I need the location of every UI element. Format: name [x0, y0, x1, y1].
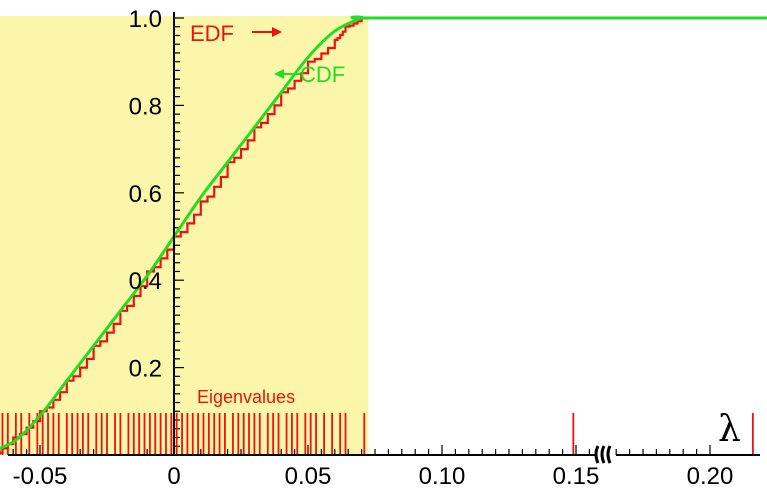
y-tick-label: 1.0	[129, 6, 162, 33]
cdf-label: CDF	[300, 62, 345, 87]
eigenvalues-label: Eigenvalues	[197, 387, 295, 407]
cdf-line	[0, 15, 767, 450]
cdf-annotation: CDF	[274, 62, 345, 87]
edf-annotation: EDF	[190, 21, 282, 46]
cdf-series	[0, 15, 767, 450]
y-tick-label: 0.6	[129, 181, 162, 208]
edf-arrowhead	[272, 27, 282, 37]
eigenvalue-rug	[1, 413, 754, 455]
y-tick-label: 0.2	[129, 356, 162, 383]
cdf-arrowhead	[274, 69, 284, 79]
x-axis-label: λ	[718, 409, 741, 450]
tick-labels: -0.0500.050.100.150.200.600.650.20.40.60…	[13, 6, 734, 490]
y-tick-label: 0.4	[129, 268, 162, 295]
y-tick-label: 0.8	[129, 93, 162, 120]
edf-line	[0, 18, 363, 454]
edf-series	[0, 18, 363, 454]
axis-break-mark	[594, 445, 612, 464]
x-tick-label: 0.20	[687, 463, 734, 490]
x-tick-label: 0.05	[285, 463, 332, 490]
axes	[8, 12, 760, 464]
highlight-region	[0, 16, 369, 455]
edf-label: EDF	[190, 21, 234, 46]
x-tick-label: 0.10	[419, 463, 466, 490]
x-tick-label: -0.05	[13, 463, 68, 490]
x-tick-label: 0.15	[553, 463, 600, 490]
x-tick-label: 0	[167, 463, 180, 490]
